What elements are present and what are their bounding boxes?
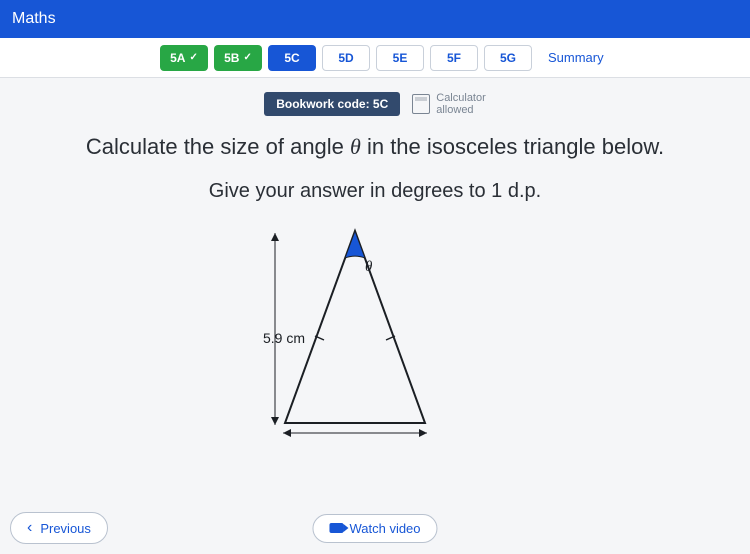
q1-post: in the isosceles triangle below. <box>361 134 664 159</box>
arrow-up-icon <box>271 233 279 241</box>
bookwork-code-badge: Bookwork code: 5C <box>264 92 400 116</box>
footer-bar: Previous Watch video <box>0 512 750 544</box>
angle-label: θ <box>365 259 373 275</box>
tab-label: 5G <box>500 51 516 65</box>
tab-label: 5F <box>447 51 461 65</box>
tab-5b[interactable]: 5B ✓ <box>214 45 262 71</box>
triangle-outline <box>285 231 425 423</box>
prev-label: Previous <box>40 521 91 536</box>
tab-label: 5E <box>393 51 408 65</box>
side-label: 5.9 cm <box>263 330 305 346</box>
triangle-svg: θ 5.9 cm <box>245 223 505 453</box>
progress-tabs: 5A ✓ 5B ✓ 5C 5D 5E 5F 5G Summary <box>0 38 750 78</box>
angle-marker <box>345 231 365 258</box>
question-line-1: Calculate the size of angle θ in the iso… <box>20 134 730 160</box>
watch-label: Watch video <box>349 521 420 536</box>
app-header: Maths <box>0 0 750 38</box>
tab-5a[interactable]: 5A ✓ <box>160 45 208 71</box>
header-title: Maths <box>12 10 56 28</box>
summary-link[interactable]: Summary <box>548 50 604 65</box>
calculator-allowed: Calculator allowed <box>412 92 486 116</box>
tab-5f[interactable]: 5F <box>430 45 478 71</box>
previous-button[interactable]: Previous <box>10 512 108 544</box>
calculator-icon <box>412 94 430 114</box>
arrow-right-icon <box>419 429 427 437</box>
tab-label: 5D <box>338 51 353 65</box>
arrow-left-icon <box>283 429 291 437</box>
q1-pre: Calculate the size of angle <box>86 134 350 159</box>
tab-label: 5C <box>284 51 299 65</box>
question-content: Bookwork code: 5C Calculator allowed Cal… <box>0 78 750 453</box>
check-icon: ✓ <box>189 52 197 63</box>
watch-video-button[interactable]: Watch video <box>312 514 437 543</box>
tab-label: 5B <box>224 51 239 65</box>
theta-symbol: θ <box>350 134 361 159</box>
calc-text-1: Calculator <box>436 92 486 104</box>
triangle-diagram: θ 5.9 cm <box>20 223 730 453</box>
tab-label: 5A <box>170 51 185 65</box>
arrow-down-icon <box>271 417 279 425</box>
calc-text-2: allowed <box>436 104 486 116</box>
video-icon <box>329 523 343 533</box>
check-icon: ✓ <box>243 52 251 63</box>
tab-5c[interactable]: 5C <box>268 45 316 71</box>
tab-5d[interactable]: 5D <box>322 45 370 71</box>
tab-5e[interactable]: 5E <box>376 45 424 71</box>
meta-row: Bookwork code: 5C Calculator allowed <box>20 92 730 116</box>
question-line-2: Give your answer in degrees to 1 d.p. <box>20 180 730 203</box>
tab-5g[interactable]: 5G <box>484 45 532 71</box>
